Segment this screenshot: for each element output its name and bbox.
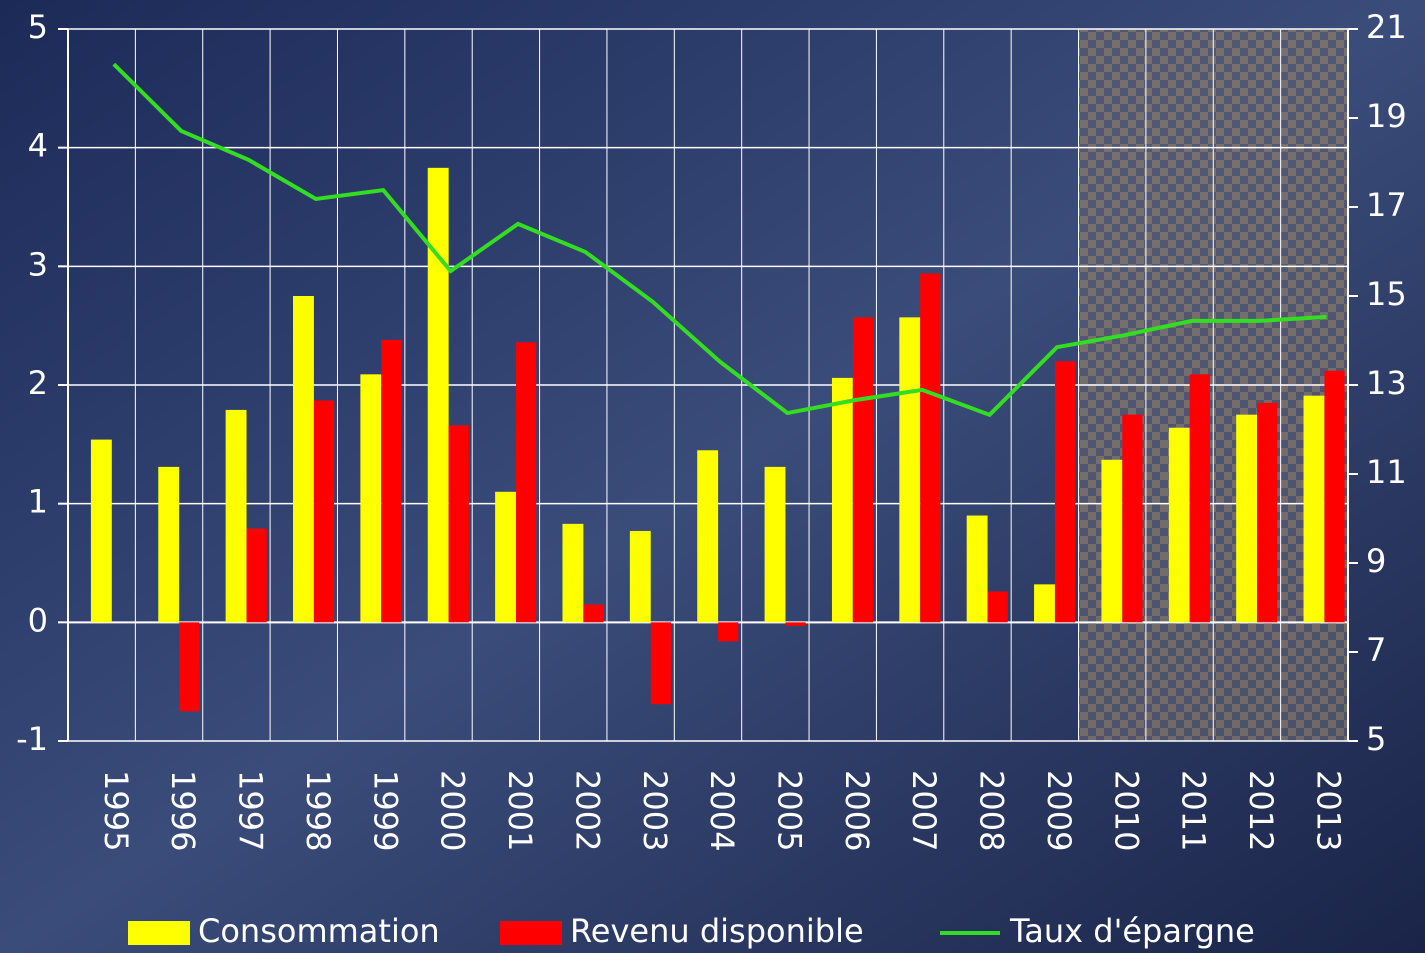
bar	[1054, 361, 1076, 623]
bar	[899, 317, 921, 623]
x-tick-label: 1999	[366, 770, 404, 851]
bar	[920, 273, 941, 623]
bar	[158, 466, 180, 623]
x-tick-label: 2007	[905, 770, 943, 851]
bar	[1303, 395, 1325, 623]
bar	[987, 591, 1008, 623]
x-tick-label: 2012	[1242, 770, 1280, 851]
bar	[90, 439, 112, 623]
y-tick-label: 2	[28, 364, 48, 402]
bar	[225, 409, 247, 623]
x-tick-label: 2002	[568, 770, 606, 851]
bar	[1101, 459, 1123, 623]
legend-label: Consommation	[198, 912, 440, 950]
x-tick-label: 2000	[434, 770, 472, 851]
bar	[448, 425, 469, 623]
x-tick-label: 2004	[703, 770, 741, 851]
bar	[764, 466, 786, 623]
y-tick-label: 5	[28, 8, 48, 46]
x-tick-label: 2001	[501, 770, 539, 851]
x-tick-label: 1997	[232, 770, 270, 851]
x-tick-label: 1998	[299, 770, 337, 851]
bar	[427, 167, 449, 623]
bar	[966, 515, 988, 623]
y2-tick-label: 15	[1366, 275, 1407, 313]
bar	[785, 622, 806, 626]
y-tick-label: -1	[16, 720, 48, 758]
legend-label: Taux d'épargne	[1009, 912, 1255, 950]
legend-swatch	[500, 921, 562, 945]
bar	[293, 296, 314, 623]
bar	[1168, 427, 1190, 623]
y2-tick-label: 13	[1366, 364, 1407, 402]
bar	[1324, 370, 1345, 623]
y-tick-label: 3	[28, 245, 48, 283]
bar	[313, 400, 335, 623]
bar	[1122, 414, 1143, 623]
bar	[562, 523, 584, 623]
x-tick-label: 2006	[838, 770, 876, 851]
bar	[650, 622, 671, 705]
x-tick-label: 1996	[164, 770, 202, 851]
x-tick-label: 2003	[636, 770, 674, 851]
bar	[1034, 584, 1055, 623]
bar	[629, 530, 651, 623]
x-tick-label: 2013	[1309, 770, 1347, 851]
y2-tick-label: 19	[1366, 97, 1407, 135]
y2-tick-label: 21	[1366, 8, 1407, 46]
bar	[495, 491, 516, 623]
bar	[516, 342, 537, 623]
y-tick-label: 4	[28, 127, 48, 165]
x-tick-label: 1995	[97, 770, 135, 851]
bar	[852, 317, 874, 623]
y2-tick-label: 9	[1366, 542, 1386, 580]
y2-tick-label: 17	[1366, 186, 1407, 224]
bar	[360, 374, 382, 623]
x-tick-label: 2011	[1175, 770, 1213, 851]
bar	[381, 339, 402, 623]
bar	[1189, 374, 1210, 623]
bar	[1257, 402, 1278, 623]
y2-tick-label: 5	[1366, 720, 1386, 758]
bar	[831, 377, 853, 623]
legend-swatch	[128, 921, 190, 945]
x-tick-label: 2010	[1107, 770, 1145, 851]
bar	[179, 622, 200, 712]
bar	[697, 450, 719, 623]
x-tick-label: 2005	[770, 770, 808, 851]
y2-tick-label: 11	[1366, 453, 1407, 491]
bar	[583, 604, 604, 623]
bar	[718, 622, 739, 642]
y2-tick-label: 7	[1366, 631, 1386, 669]
y-tick-label: 0	[28, 601, 48, 639]
bar	[1236, 414, 1258, 623]
bar	[246, 528, 267, 623]
line	[112, 62, 1327, 418]
y-tick-label: 1	[28, 483, 48, 521]
x-tick-label: 2009	[1040, 770, 1078, 851]
legend-label: Revenu disponible	[570, 912, 864, 950]
x-tick-label: 2008	[973, 770, 1011, 851]
